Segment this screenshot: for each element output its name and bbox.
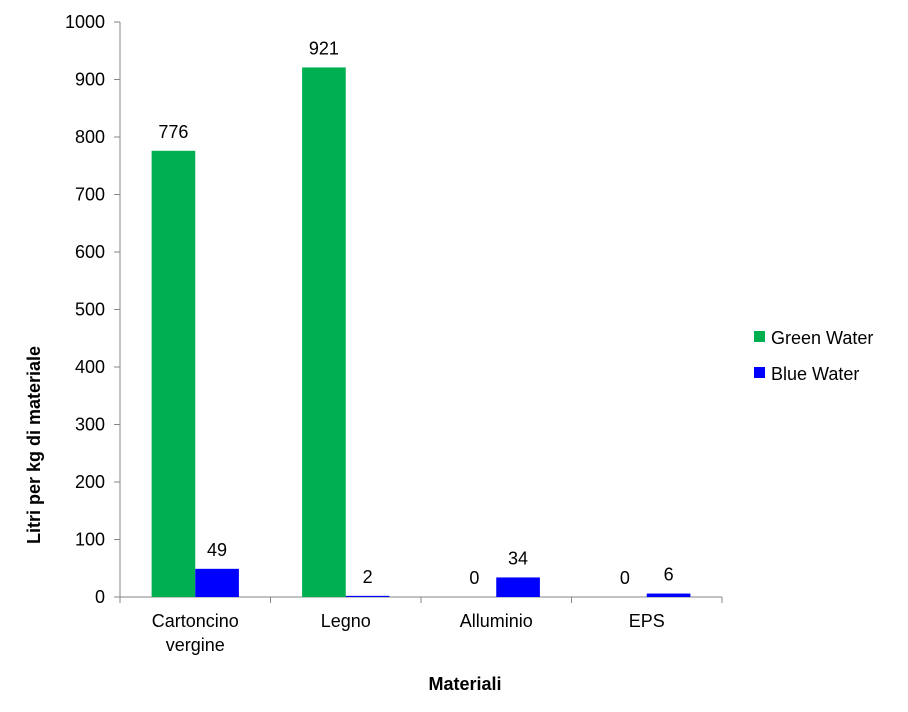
bar-blue-water [496, 577, 540, 597]
legend-label: Green Water [771, 328, 873, 348]
y-tick-label: 400 [75, 357, 105, 377]
x-category-label: Alluminio [460, 611, 533, 631]
bar-blue-water [646, 593, 691, 597]
y-tick-label: 0 [95, 587, 105, 607]
bar-green-water [151, 150, 196, 598]
data-label: 2 [363, 567, 373, 587]
x-category-label: EPS [629, 611, 665, 631]
y-tick-label: 900 [75, 70, 105, 90]
bar-blue-water [195, 568, 239, 597]
data-label: 34 [508, 548, 528, 568]
y-tick-label: 200 [75, 472, 105, 492]
x-category-label-line: Legno [321, 611, 371, 631]
bars [151, 67, 691, 598]
y-tick-label: 800 [75, 127, 105, 147]
x-category-label: Legno [321, 611, 371, 631]
legend-swatch [754, 367, 765, 378]
x-category-label: Cartoncino vergine [152, 611, 239, 655]
y-tick-label: 700 [75, 185, 105, 205]
y-tick-label: 1000 [65, 12, 105, 32]
bar-blue-water [345, 595, 390, 597]
legend-swatch [754, 331, 765, 342]
y-tick-label: 100 [75, 530, 105, 550]
x-axis-title: Materiali [428, 674, 501, 694]
x-category-label-line: Alluminio [460, 611, 533, 631]
x-category-label-line: Cartoncino [152, 611, 239, 631]
data-label: 776 [158, 122, 188, 142]
legend-label: Blue Water [771, 364, 859, 384]
y-tick-label: 600 [75, 242, 105, 262]
data-label: 6 [664, 565, 674, 585]
data-label: 49 [207, 540, 227, 560]
bar-green-water [302, 67, 346, 598]
data-label: 921 [309, 38, 339, 58]
y-axis: 0 100 200 300 400 500 600 700 800 900 1000 [65, 12, 121, 607]
legend: Green Water Blue Water [754, 328, 873, 384]
x-axis: Cartoncino vergine Legno Alluminio EPS [119, 596, 723, 655]
data-labels: 776 921 0 0 49 2 34 6 [158, 38, 673, 588]
y-tick-label: 500 [75, 300, 105, 320]
x-category-label-line: EPS [629, 611, 665, 631]
data-label: 0 [620, 568, 630, 588]
data-label: 0 [469, 568, 479, 588]
x-category-label-line: vergine [166, 635, 225, 655]
y-axis-title: Litri per kg di materiale [24, 346, 44, 544]
y-tick-label: 300 [75, 415, 105, 435]
